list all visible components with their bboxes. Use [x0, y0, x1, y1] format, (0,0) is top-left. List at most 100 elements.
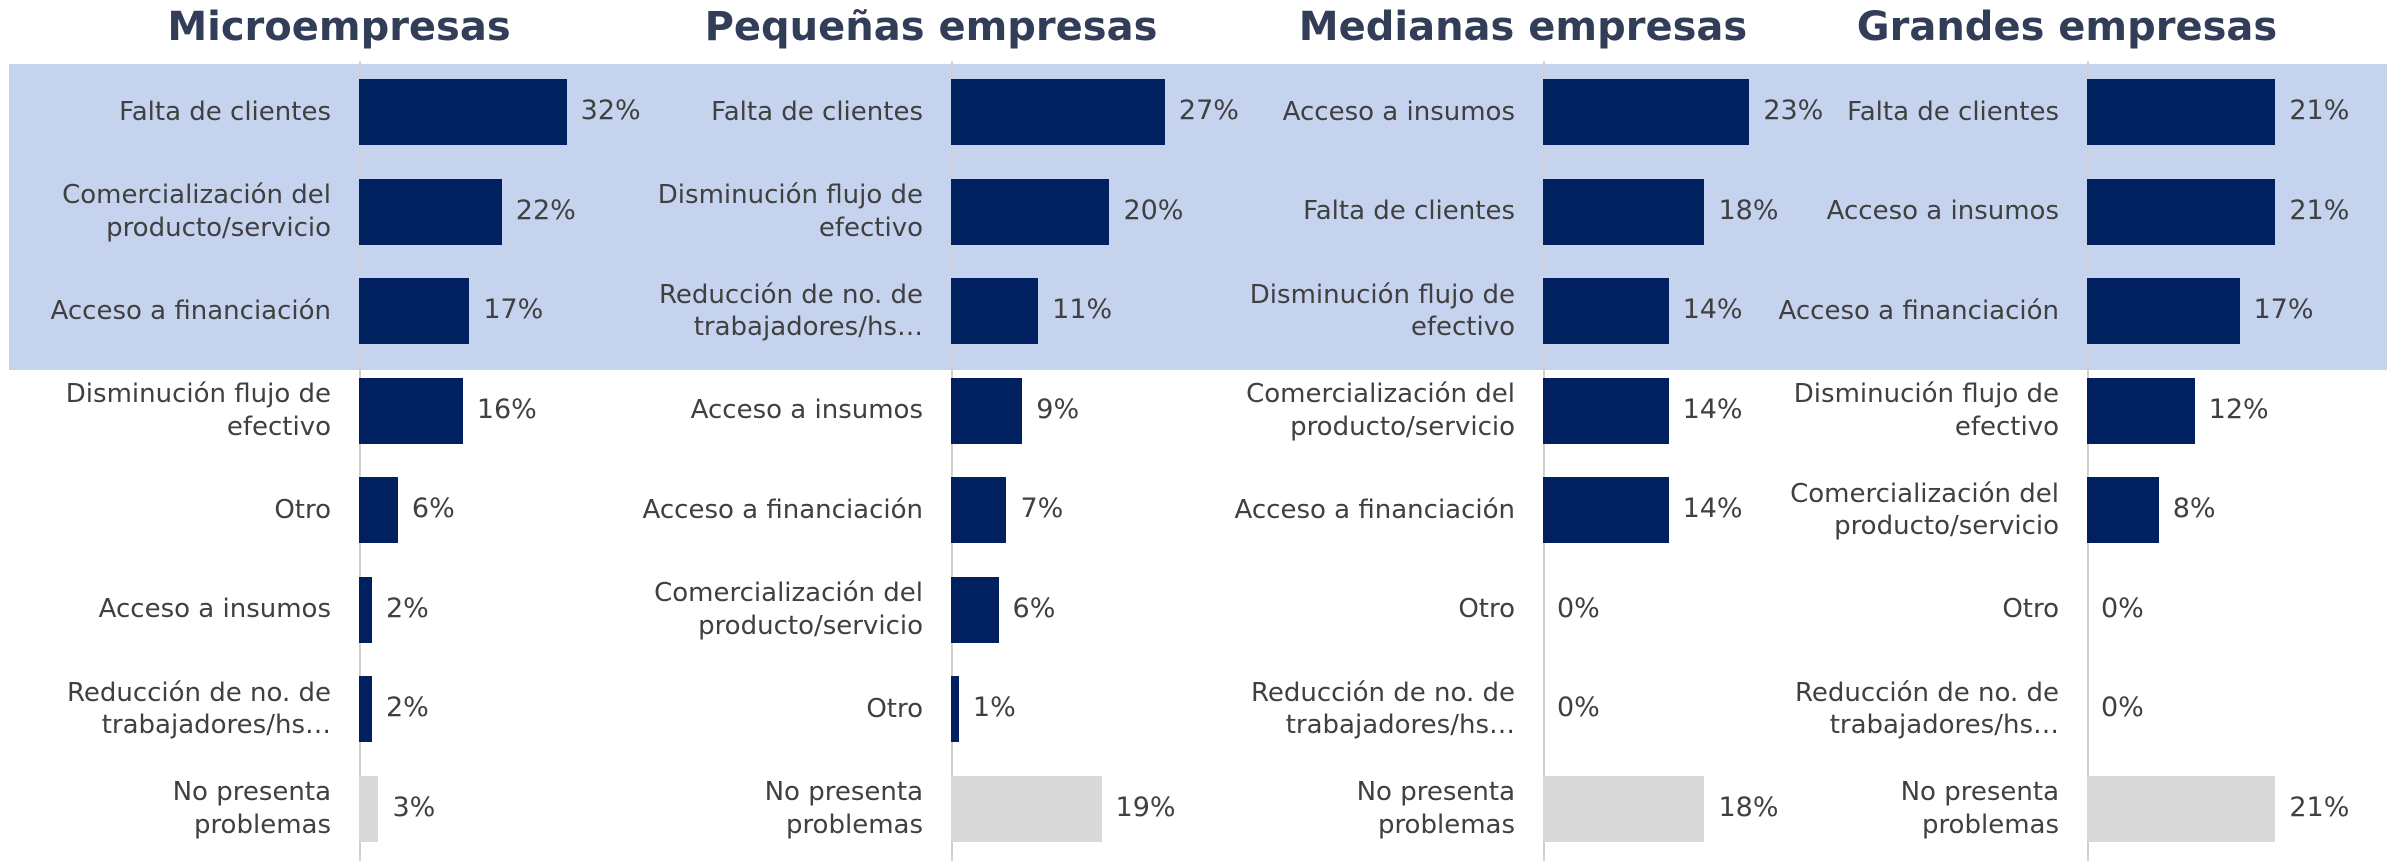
category-label: No presenta problemas — [1356, 777, 1515, 840]
value-label: 6% — [1012, 592, 1056, 624]
bar — [1543, 477, 1669, 543]
value-label: 21% — [2289, 791, 2350, 823]
value-label: 21% — [2289, 95, 2350, 126]
bar — [1543, 775, 1705, 842]
category-label: Comercialización del producto/servicio — [1246, 379, 1515, 442]
bar — [2087, 775, 2276, 842]
value-label: 20% — [1123, 194, 1184, 226]
value-label: 23% — [1763, 95, 1824, 126]
value-label: 11% — [1052, 294, 1113, 325]
value-label: 0% — [1557, 692, 1600, 723]
bar — [2087, 178, 2276, 245]
bar — [359, 79, 567, 145]
bar — [359, 178, 502, 245]
chart-title: Pequeñas empresas — [704, 4, 1158, 50]
value-label: 14% — [1682, 393, 1743, 425]
value-label: 3% — [392, 791, 436, 823]
bar — [951, 775, 1102, 842]
value-label: 9% — [1036, 393, 1080, 425]
axis-line — [359, 61, 361, 861]
value-label: 0% — [2101, 692, 2144, 723]
bar — [359, 576, 372, 643]
category-label: Disminución flujo de efectivo — [1249, 279, 1515, 343]
bar — [951, 477, 1007, 543]
category-label: Disminución flujo de efectivo — [65, 379, 331, 442]
category-label: Acceso a insumos — [1826, 196, 2059, 227]
bar — [2087, 477, 2159, 543]
chart-title: Microempresas — [167, 4, 511, 50]
value-label: 0% — [2101, 592, 2144, 624]
category-label: Falta de clientes — [119, 96, 331, 127]
value-label: 18% — [1718, 194, 1779, 226]
bar — [359, 278, 470, 344]
bar — [1543, 278, 1669, 344]
category-label: Acceso a insumos — [98, 594, 331, 625]
axis-line — [951, 61, 953, 861]
bar — [1543, 377, 1669, 444]
category-label: Acceso a financiación — [50, 295, 331, 326]
category-label: Acceso a insumos — [1282, 96, 1515, 127]
category-label: Otro — [1458, 594, 1515, 625]
bar — [359, 775, 379, 842]
axis-line — [1543, 61, 1545, 861]
bar — [951, 377, 1023, 444]
category-label: Reducción de no. de trabajadores/hs… — [66, 677, 331, 741]
category-label: Acceso a financiación — [1234, 494, 1515, 525]
value-label: 8% — [2172, 493, 2216, 524]
value-label: 19% — [1115, 791, 1176, 823]
category-label: Otro — [274, 494, 331, 525]
bar — [2087, 79, 2276, 145]
bar — [359, 377, 463, 444]
chart-title: Medianas empresas — [1298, 4, 1748, 50]
value-label: 7% — [1020, 493, 1064, 524]
category-label: Comercialización del producto/servicio — [654, 578, 923, 641]
category-label: Falta de clientes — [1847, 96, 2059, 127]
category-label: Falta de clientes — [1303, 196, 1515, 227]
category-label: Reducción de no. de trabajadores/hs… — [1794, 677, 2059, 741]
bar — [2087, 278, 2240, 344]
value-label: 0% — [1557, 592, 1600, 624]
value-label: 22% — [515, 194, 576, 226]
bar — [951, 576, 999, 643]
value-label: 27% — [1178, 95, 1239, 126]
value-label: 17% — [2253, 294, 2314, 325]
bar — [2087, 377, 2195, 444]
category-label: Disminución flujo de efectivo — [1793, 379, 2059, 442]
value-label: 2% — [385, 692, 429, 723]
bar — [951, 278, 1039, 344]
value-label: 18% — [1718, 791, 1779, 823]
category-label: No presenta problemas — [1900, 777, 2059, 840]
bar — [951, 79, 1165, 145]
value-label: 1% — [972, 692, 1016, 723]
value-label: 2% — [385, 592, 429, 624]
value-label: 12% — [2208, 393, 2269, 425]
category-label: Reducción de no. de trabajadores/hs… — [658, 279, 923, 343]
category-label: Disminución flujo de efectivo — [657, 180, 923, 243]
value-label: 21% — [2289, 194, 2350, 226]
category-label: Acceso a financiación — [642, 494, 923, 525]
category-label: Otro — [866, 693, 923, 724]
bar — [951, 676, 959, 742]
bar — [1543, 178, 1705, 245]
value-label: 14% — [1682, 493, 1743, 524]
value-label: 17% — [483, 294, 544, 325]
category-label: Reducción de no. de trabajadores/hs… — [1250, 677, 1515, 741]
bar — [1543, 79, 1750, 145]
value-label: 32% — [580, 95, 641, 126]
bar — [359, 676, 372, 742]
category-label: No presenta problemas — [172, 777, 331, 840]
category-label: Comercialización del producto/servicio — [1790, 478, 2059, 542]
value-label: 14% — [1682, 294, 1743, 325]
category-label: No presenta problemas — [764, 777, 923, 840]
bar — [359, 477, 398, 543]
value-label: 16% — [476, 393, 537, 425]
value-label: 6% — [411, 493, 455, 524]
category-label: Acceso a financiación — [1778, 295, 2059, 326]
chart-title: Grandes empresas — [1856, 4, 2278, 50]
category-label: Falta de clientes — [711, 96, 923, 127]
category-label: Acceso a insumos — [690, 395, 923, 426]
axis-line — [2087, 61, 2089, 861]
category-label: Comercialización del producto/servicio — [62, 180, 331, 243]
category-label: Otro — [2002, 594, 2059, 625]
